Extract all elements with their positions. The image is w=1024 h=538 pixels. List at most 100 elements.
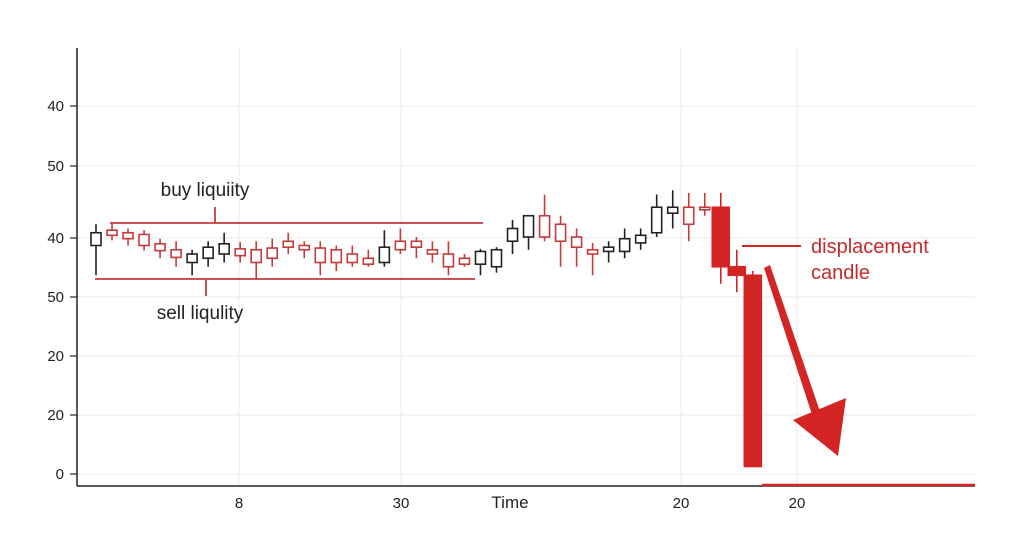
candle-body	[218, 243, 230, 255]
displacement-candle	[743, 271, 763, 468]
y-tick-labels: 40 50 40 50 20 20 0	[47, 98, 77, 483]
candle	[330, 245, 343, 271]
x-tick-label: 20	[673, 495, 690, 512]
candle-body	[618, 237, 631, 253]
candle-body	[202, 246, 214, 260]
displacement-label-line1: displacement	[811, 236, 929, 258]
candle	[298, 241, 311, 259]
candle-body	[234, 248, 246, 257]
candle	[458, 254, 471, 267]
x-tick-label: 8	[235, 495, 243, 512]
candle-body	[122, 231, 134, 240]
candle-body	[330, 248, 343, 264]
candle-body	[282, 240, 295, 248]
x-tick-label: 30	[393, 495, 410, 512]
candle	[378, 230, 391, 267]
candle-body	[490, 248, 503, 268]
candle	[442, 241, 455, 276]
candle-body	[250, 248, 262, 264]
candle-body	[711, 206, 731, 268]
candle	[282, 232, 295, 254]
candle	[346, 245, 359, 267]
candle-body	[743, 274, 763, 468]
candle	[474, 248, 487, 276]
candle-body	[474, 250, 487, 265]
candle	[538, 194, 551, 242]
candle-body	[602, 246, 615, 253]
candle	[394, 228, 407, 254]
candle	[202, 241, 214, 267]
sell-liquidity-label: sell liqulity	[157, 303, 244, 324]
candle-body	[458, 257, 471, 265]
y-tick-label: 40	[47, 98, 64, 115]
y-tick-label: 50	[47, 158, 64, 175]
candle-body	[298, 244, 311, 251]
candle	[170, 241, 182, 267]
candle	[154, 238, 166, 259]
candle	[234, 242, 246, 263]
candle-body	[362, 257, 375, 265]
candle	[634, 228, 647, 250]
candle-body	[170, 248, 182, 259]
candle	[570, 228, 583, 267]
candle-body	[698, 206, 711, 211]
candle-body	[442, 253, 455, 268]
candle	[650, 194, 663, 237]
candle-body	[410, 240, 423, 248]
candle-body	[154, 243, 166, 252]
candle-body	[378, 246, 391, 264]
candle-body	[570, 236, 583, 248]
candle	[266, 238, 279, 267]
candle	[122, 228, 134, 246]
grid-lines	[77, 48, 975, 486]
candle	[506, 220, 519, 254]
candle	[522, 214, 535, 250]
candle	[602, 241, 615, 263]
candle	[186, 249, 198, 276]
candle	[138, 230, 150, 251]
candle-body	[634, 234, 647, 244]
candle	[618, 228, 631, 259]
candle-body	[266, 247, 279, 260]
candle	[698, 192, 711, 216]
arrow-head	[793, 398, 846, 456]
candle	[586, 242, 599, 276]
candle-body	[554, 223, 567, 243]
displacement-label-line2: candle	[811, 262, 870, 284]
candle	[554, 215, 567, 267]
candle-body	[90, 231, 102, 247]
sell-liquidity-annotation: sell liqulity	[95, 278, 475, 324]
candle-body	[682, 206, 695, 226]
x-axis-title: Time	[491, 493, 528, 512]
candle-body	[538, 214, 551, 238]
candle	[490, 247, 503, 273]
candle-body	[394, 240, 407, 251]
down-arrow-icon	[764, 265, 846, 456]
y-tick-label: 40	[47, 230, 64, 247]
candle	[682, 192, 695, 242]
x-tick-labels: 8 30 20 20	[235, 495, 806, 512]
candle	[90, 224, 102, 276]
x-tick-label: 20	[789, 495, 806, 512]
candle	[410, 237, 423, 259]
arrow-shaft	[764, 265, 828, 439]
y-tick-label: 20	[47, 407, 64, 424]
candle-body	[522, 214, 535, 238]
candle	[426, 241, 439, 263]
displacement-candle	[727, 249, 747, 293]
candle-body	[314, 247, 327, 264]
candle-body	[106, 229, 118, 237]
candle-body	[727, 265, 747, 277]
candle-body	[186, 253, 198, 264]
candle-body	[346, 253, 359, 264]
candle-body	[586, 248, 599, 255]
candle-body	[138, 233, 150, 247]
candle	[106, 223, 118, 241]
candle-body	[426, 248, 439, 255]
buy-liquidity-label: buy liquiity	[161, 180, 250, 201]
candle	[362, 249, 375, 267]
y-tick-label: 20	[47, 348, 64, 365]
y-tick-label: 0	[56, 466, 64, 483]
candle-body	[650, 206, 663, 234]
